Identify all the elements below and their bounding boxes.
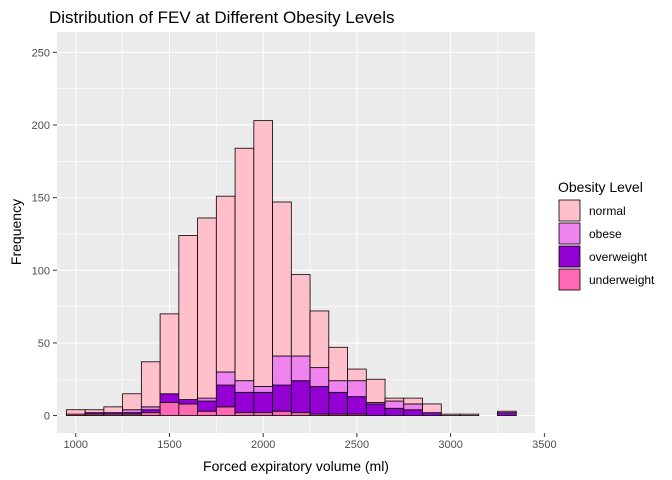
legend-title: Obesity Level (558, 179, 643, 195)
bar-overweight (215, 384, 236, 408)
bar-obese (272, 355, 292, 386)
bar-normal (384, 397, 405, 402)
x-tick-label: 3000 (438, 439, 462, 451)
x-tick-label: 3500 (532, 439, 556, 451)
bar-obese (234, 380, 255, 393)
legend-label-underweight: underweight (589, 273, 655, 287)
bar-obese (197, 397, 217, 402)
bar-overweight (403, 409, 423, 416)
bar-normal (440, 413, 461, 416)
legend-key-normal (558, 199, 581, 222)
bar-overweight (384, 407, 405, 416)
bar-overweight (328, 391, 348, 415)
bars (65, 120, 517, 416)
bar-overweight (290, 380, 311, 414)
bar-normal (197, 217, 217, 399)
x-axis-ticks: 1000 1500 2000 2500 3000 3500 (64, 433, 557, 451)
bar-normal (459, 413, 480, 416)
bar-obese (384, 400, 405, 409)
bar-obese (122, 409, 142, 414)
bar-overweight (347, 396, 367, 415)
bar-normal (253, 120, 273, 387)
y-tick-label: 50 (38, 338, 50, 350)
legend-label-obese: obese (589, 227, 622, 241)
bar-obese (309, 367, 330, 387)
bar-normal (328, 346, 348, 382)
bar-underweight (290, 412, 311, 416)
bar-overweight (197, 400, 217, 412)
x-tick-label: 2000 (251, 439, 275, 451)
bar-normal (497, 410, 517, 414)
legend-key-underweight (558, 268, 581, 291)
bar-obese (290, 355, 311, 382)
bar-overweight (253, 391, 273, 414)
bar-overweight (365, 403, 386, 416)
bar-normal (215, 195, 236, 373)
bar-normal (234, 147, 255, 382)
x-axis-title: Forced expiratory volume (ml) (203, 458, 389, 474)
bar-underweight (159, 402, 180, 416)
bar-normal (84, 409, 105, 414)
bar-normal (309, 310, 330, 369)
bar-normal (178, 235, 198, 400)
bar-normal (347, 368, 367, 382)
bar-overweight (272, 384, 292, 412)
legend-key-overweight (558, 245, 581, 268)
y-tick-label: 100 (32, 265, 50, 277)
bar-normal (403, 397, 423, 405)
bar-overweight (234, 391, 255, 414)
bar-overweight (497, 412, 517, 416)
legend: Obesity Level normal obese overweight under… (558, 179, 655, 291)
bar-overweight (140, 409, 161, 414)
bar-normal (65, 409, 86, 415)
bar-overweight (159, 393, 180, 403)
bar-normal (422, 403, 442, 414)
y-tick-label: 0 (44, 411, 50, 423)
bar-underweight (215, 406, 236, 416)
bar-underweight (197, 410, 217, 416)
bar-overweight (309, 386, 330, 415)
bar-overweight (178, 399, 198, 405)
bar-normal (365, 378, 386, 403)
bar-underweight (178, 403, 198, 416)
bar-normal (272, 201, 292, 357)
bar-obese (347, 380, 367, 398)
legend-label-overweight: overweight (589, 250, 648, 264)
y-tick-label: 250 (32, 47, 50, 59)
bar-obese (140, 406, 161, 411)
x-tick-label: 1000 (64, 439, 88, 451)
bar-underweight (253, 412, 273, 416)
bar-underweight (140, 412, 161, 416)
y-tick-label: 150 (32, 193, 50, 205)
bar-obese (328, 380, 348, 393)
y-tick-label: 200 (32, 120, 50, 132)
y-axis-title: Frequency (8, 199, 24, 265)
chart-title: Distribution of FEV at Different Obesity… (49, 8, 395, 27)
bar-overweight (422, 412, 442, 416)
bar-normal (122, 393, 142, 411)
bar-normal (290, 274, 311, 357)
legend-label-normal: normal (589, 204, 626, 218)
y-axis-ticks: 0 50 100 150 200 250 (32, 47, 57, 423)
bar-underweight (272, 410, 292, 416)
bar-normal (140, 361, 161, 408)
x-tick-label: 2500 (345, 439, 369, 451)
bar-normal (159, 313, 180, 395)
bar-underweight (234, 412, 255, 416)
bar-obese (253, 386, 273, 393)
bar-obese (215, 371, 236, 386)
legend-key-obese (558, 222, 581, 245)
x-tick-label: 1500 (157, 439, 181, 451)
bar-obese (403, 403, 423, 411)
bar-normal (103, 406, 124, 414)
